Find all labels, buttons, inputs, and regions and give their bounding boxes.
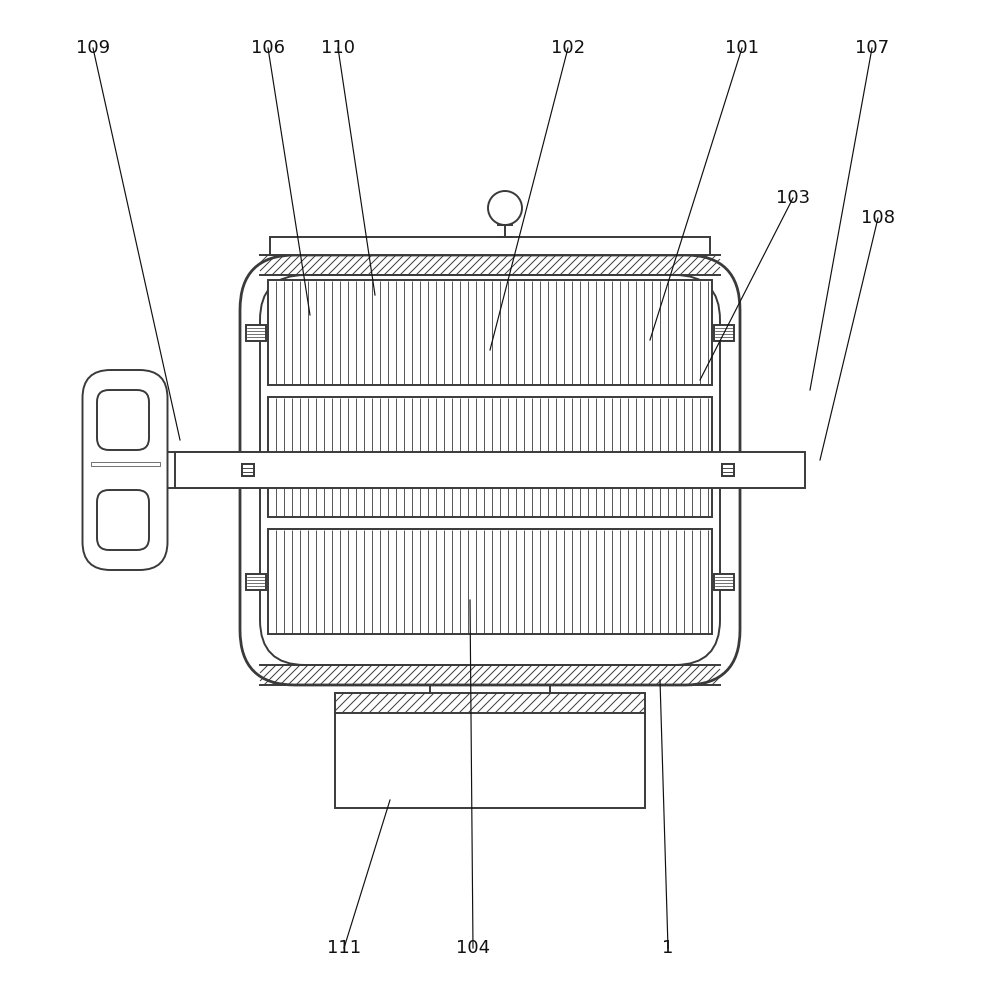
FancyBboxPatch shape bbox=[82, 370, 167, 570]
Bar bbox=[714, 574, 734, 589]
Text: 111: 111 bbox=[327, 939, 361, 957]
Bar bbox=[268, 280, 712, 385]
Bar bbox=[175, 452, 805, 488]
Text: 103: 103 bbox=[776, 189, 810, 207]
FancyBboxPatch shape bbox=[240, 255, 740, 685]
Bar bbox=[270, 237, 710, 255]
Bar bbox=[246, 324, 266, 340]
Bar bbox=[722, 464, 734, 476]
Bar bbox=[268, 397, 712, 517]
Bar bbox=[268, 529, 712, 634]
FancyBboxPatch shape bbox=[260, 275, 720, 665]
FancyBboxPatch shape bbox=[97, 490, 149, 550]
Text: 108: 108 bbox=[861, 209, 895, 227]
Bar bbox=[242, 464, 254, 476]
Bar bbox=[335, 693, 645, 808]
Bar bbox=[722, 464, 734, 476]
Text: 1: 1 bbox=[662, 939, 673, 957]
Bar bbox=[242, 464, 254, 476]
Text: 110: 110 bbox=[321, 39, 355, 57]
Text: 101: 101 bbox=[725, 39, 759, 57]
Text: 106: 106 bbox=[251, 39, 285, 57]
Text: 102: 102 bbox=[551, 39, 585, 57]
FancyBboxPatch shape bbox=[97, 390, 149, 450]
Text: 104: 104 bbox=[456, 939, 490, 957]
Bar bbox=[246, 574, 266, 589]
Bar bbox=[90, 462, 159, 466]
Bar bbox=[714, 324, 734, 340]
Text: 109: 109 bbox=[76, 39, 110, 57]
Text: 107: 107 bbox=[855, 39, 889, 57]
